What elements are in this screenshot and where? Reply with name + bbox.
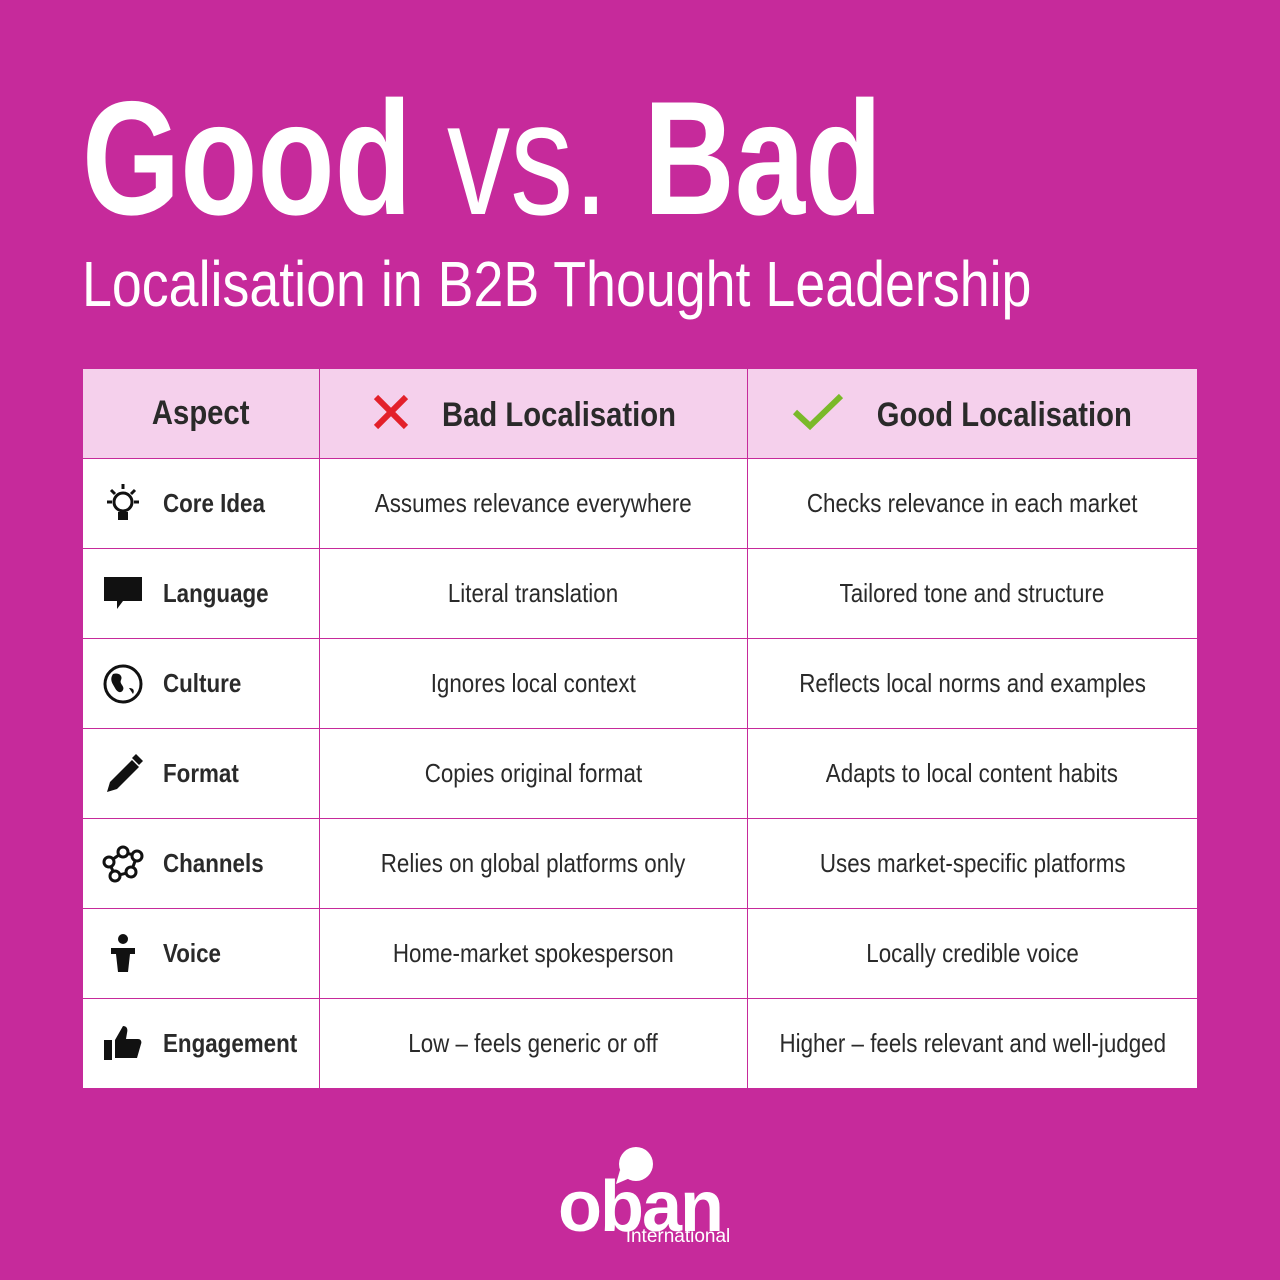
aspect-wrap: Engagement (83, 1022, 319, 1066)
aspect-cell: Culture (81, 638, 321, 729)
aspect-label: Language (163, 578, 269, 608)
aspect-label: Core Idea (163, 488, 265, 518)
aspect-label: Culture (163, 668, 242, 698)
aspect-label: Engagement (163, 1028, 298, 1058)
header-cell: Aspect (81, 368, 321, 459)
check-icon (792, 393, 844, 431)
aspect-icon (103, 664, 143, 703)
aspect-icon (102, 845, 144, 882)
cell-text: Copies original format (424, 758, 643, 788)
cell-text: Higher – feels relevant and well-judged (778, 1028, 1166, 1058)
cell-text: Assumes relevance everywhere (374, 488, 692, 518)
table-row: Culture Ignores local context Reflects loc… (81, 638, 1198, 729)
header-cell: Bad Localisation (319, 368, 748, 459)
good-cell: Locally credible voice (746, 908, 1198, 999)
cell-text: Adapts to local content habits (826, 758, 1119, 788)
aspect-label: Channels (163, 848, 264, 878)
aspect-icon (104, 1025, 142, 1060)
column-header: Bad Localisation (442, 396, 677, 434)
aspect-wrap: Format (83, 752, 319, 796)
table-row: Format Copies original format Adapts to lo… (81, 728, 1198, 819)
table-row: Engagement Low – feels generic or off High… (81, 998, 1198, 1089)
column-header: Aspect (152, 394, 250, 432)
bad-cell: Relies on global platforms only (319, 818, 748, 909)
logo-tagline: International (625, 1226, 731, 1247)
bad-cell: Copies original format (319, 728, 748, 819)
cell-text: Locally credible voice (865, 938, 1079, 968)
column-header: Good Localisation (876, 396, 1132, 434)
table-row: Core Idea Assumes relevance everywhere Che… (81, 458, 1198, 549)
aspect-cell: Channels (81, 818, 321, 909)
good-cell: Checks relevance in each market (746, 458, 1198, 549)
cell-text: Literal translation (448, 578, 619, 608)
aspect-wrap: Channels (83, 842, 319, 886)
header-cell: Good Localisation (746, 368, 1198, 459)
cross-icon (374, 394, 409, 430)
good-cell: Tailored tone and structure (746, 548, 1198, 639)
cell-text: Ignores local context (430, 668, 636, 698)
logo-bubble (616, 1147, 653, 1184)
cell-text: Home-market spokesperson (392, 938, 674, 968)
title-bad: Bad (643, 68, 883, 249)
aspect-cell: Language (81, 548, 321, 639)
bad-cell: Assumes relevance everywhere (319, 458, 748, 549)
cell-text: Relies on global platforms only (381, 848, 686, 878)
aspect-wrap: Language (83, 572, 319, 616)
table-row: Language Literal translation Tailored tone… (81, 548, 1198, 639)
cell-text: Tailored tone and structure (839, 578, 1105, 608)
title: Good vs. Bad (82, 78, 882, 240)
aspect-cell: Engagement (81, 998, 321, 1089)
comparison-table: Aspect Bad Localisation Good Localisatio… (81, 368, 1198, 1089)
title-good: Good (82, 68, 412, 249)
good-cell: Adapts to local content habits (746, 728, 1198, 819)
aspect-wrap: Core Idea (83, 482, 319, 526)
logo-name: oban (558, 1167, 724, 1247)
good-cell: Reflects local norms and examples (746, 638, 1198, 729)
cell-text: Checks relevance in each market (806, 488, 1138, 518)
cell-text: Reflects local norms and examples (798, 668, 1146, 698)
aspect-cell: Voice (81, 908, 321, 999)
aspect-label: Voice (163, 938, 221, 968)
aspect-label: Format (163, 758, 239, 788)
cell-text: Uses market-specific platforms (819, 848, 1126, 878)
aspect-wrap: Culture (83, 662, 319, 706)
good-cell: Higher – feels relevant and well-judged (746, 998, 1198, 1089)
aspect-cell: Format (81, 728, 321, 819)
aspect-icon (107, 753, 143, 792)
aspect-icon (111, 933, 135, 972)
subtitle: Localisation in B2B Thought Leadership (82, 248, 1032, 320)
good-cell: Uses market-specific platforms (746, 818, 1198, 909)
title-vs: vs. (446, 68, 609, 249)
bad-cell: Ignores local context (319, 638, 748, 729)
aspect-wrap: Voice (83, 932, 319, 976)
bad-cell: Home-market spokesperson (319, 908, 748, 999)
bad-cell: Literal translation (319, 548, 748, 639)
aspect-icon (104, 576, 142, 609)
aspect-cell: Core Idea (81, 458, 321, 549)
cell-text: Low – feels generic or off (408, 1028, 658, 1058)
bad-cell: Low – feels generic or off (319, 998, 748, 1089)
table-row: Voice Home-market spokesperson Locally cre… (81, 908, 1198, 999)
table-row: Channels Relies on global platforms only U… (81, 818, 1198, 909)
aspect-icon (107, 483, 139, 520)
